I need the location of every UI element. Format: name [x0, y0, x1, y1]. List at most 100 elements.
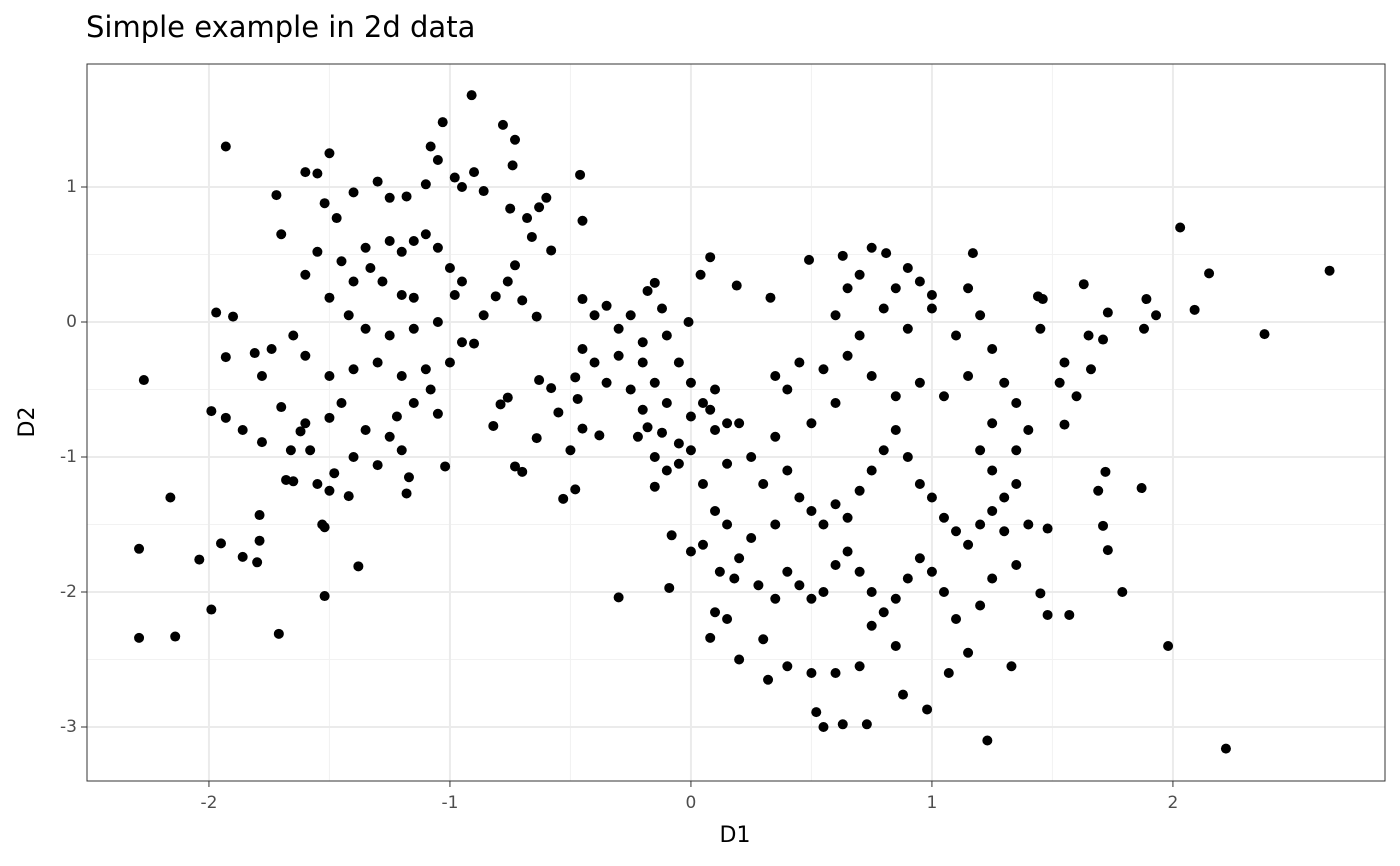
point — [763, 674, 774, 685]
point — [507, 160, 518, 171]
point — [1083, 330, 1094, 341]
point — [637, 404, 648, 415]
point — [558, 493, 569, 504]
point — [1078, 279, 1089, 290]
point — [818, 519, 829, 530]
point — [806, 418, 817, 429]
point — [1098, 520, 1109, 531]
point — [1189, 304, 1200, 315]
y-tick-label: -1 — [60, 447, 77, 467]
point — [526, 231, 537, 242]
point — [854, 661, 865, 672]
point — [1042, 609, 1053, 620]
chart-title: Simple example in 2d data — [86, 10, 475, 44]
point — [705, 404, 716, 415]
point — [818, 364, 829, 375]
point — [938, 391, 949, 402]
point — [999, 377, 1010, 388]
point — [1023, 519, 1034, 530]
point — [963, 370, 974, 381]
point — [256, 437, 267, 448]
point — [228, 311, 239, 322]
point — [710, 384, 721, 395]
point — [401, 488, 412, 499]
point — [534, 202, 545, 213]
point — [673, 458, 684, 469]
point — [456, 337, 467, 348]
point — [987, 418, 998, 429]
point — [794, 492, 805, 503]
point — [967, 248, 978, 259]
point — [854, 485, 865, 496]
point — [206, 604, 217, 615]
point — [420, 179, 431, 190]
point — [710, 607, 721, 618]
point — [902, 323, 913, 334]
point — [854, 566, 865, 577]
point — [1059, 357, 1070, 368]
point — [324, 485, 335, 496]
point — [497, 119, 508, 130]
point — [649, 377, 660, 388]
point — [522, 213, 533, 224]
point — [649, 277, 660, 288]
point — [432, 316, 443, 327]
point — [194, 554, 205, 565]
point — [1032, 291, 1043, 302]
point — [683, 316, 694, 327]
point — [898, 689, 909, 700]
point — [502, 276, 513, 287]
point — [343, 491, 354, 502]
point — [722, 418, 733, 429]
point — [878, 445, 889, 456]
point — [1023, 424, 1034, 435]
point — [951, 613, 962, 624]
point — [531, 433, 542, 444]
y-axis-title: D2 — [15, 407, 40, 438]
point — [657, 303, 668, 314]
point — [697, 478, 708, 489]
point — [734, 654, 745, 665]
point — [758, 478, 769, 489]
point — [770, 593, 781, 604]
point — [1102, 307, 1113, 318]
point — [657, 427, 668, 438]
point — [943, 667, 954, 678]
point — [902, 262, 913, 273]
point — [1151, 310, 1162, 321]
point — [734, 553, 745, 564]
point — [830, 499, 841, 510]
point — [572, 393, 583, 404]
point — [266, 343, 277, 354]
point — [1011, 397, 1022, 408]
point — [830, 310, 841, 321]
point — [861, 719, 872, 730]
point — [360, 424, 371, 435]
point — [649, 481, 660, 492]
point — [324, 412, 335, 423]
point — [1175, 222, 1186, 233]
y-tick-label: -3 — [60, 717, 77, 737]
point — [469, 338, 480, 349]
point — [220, 352, 231, 363]
point — [625, 310, 636, 321]
point — [661, 397, 672, 408]
point — [765, 292, 776, 303]
point — [343, 310, 354, 321]
point — [818, 721, 829, 732]
point — [300, 269, 311, 280]
point — [348, 276, 359, 287]
point — [806, 667, 817, 678]
point — [878, 303, 889, 314]
point — [1324, 265, 1335, 276]
point — [866, 242, 877, 253]
point — [697, 539, 708, 550]
point — [594, 430, 605, 441]
x-tick-label: 0 — [686, 793, 697, 813]
point — [926, 289, 937, 300]
point — [734, 418, 745, 429]
point — [1042, 523, 1053, 534]
point — [510, 134, 521, 145]
point — [714, 566, 725, 577]
